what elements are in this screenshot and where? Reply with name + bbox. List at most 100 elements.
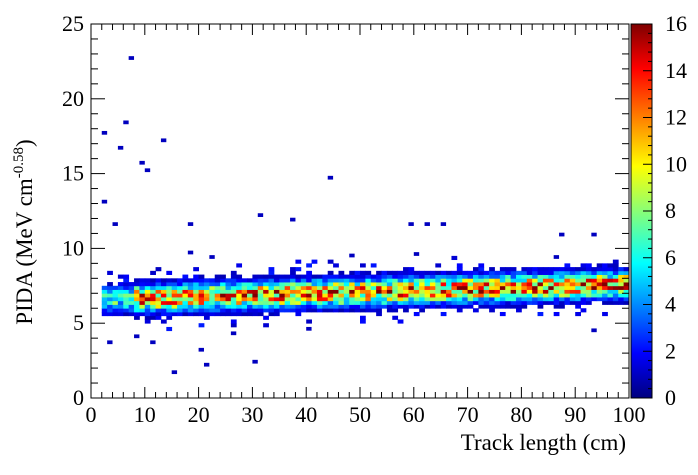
heatmap-bin [521, 282, 528, 287]
heatmap-bin [440, 311, 447, 317]
heatmap-bin [300, 274, 307, 279]
heatmap-bin [564, 263, 571, 268]
heatmap-bin [241, 289, 248, 294]
heatmap-bin [316, 285, 323, 290]
x-tick-label: 50 [349, 402, 371, 427]
heatmap-bin [144, 289, 151, 294]
heatmap-bin [128, 300, 135, 305]
heatmap-bin [160, 289, 167, 294]
heatmap-bin [187, 278, 194, 283]
heatmap-bin [322, 293, 329, 298]
heatmap-bin [193, 293, 199, 298]
heatmap-bin [247, 293, 253, 298]
heatmap-bin [182, 297, 189, 302]
heatmap-bin [532, 293, 538, 298]
heatmap-bin [505, 267, 512, 272]
x-tick-label: 80 [510, 402, 532, 427]
heatmap-bin [392, 304, 399, 309]
heatmap-bin [193, 282, 199, 287]
heatmap-bin [327, 308, 334, 313]
heatmap-bin [408, 300, 415, 305]
heatmap-bin [526, 278, 533, 283]
heatmap-bin [596, 263, 603, 268]
heatmap-bin [478, 297, 485, 302]
heatmap-bin [580, 289, 587, 294]
heatmap-bin [182, 289, 189, 294]
heatmap-bin [413, 304, 420, 309]
heatmap-bin [182, 278, 189, 283]
heatmap-bin [230, 274, 237, 279]
heatmap-bin [585, 300, 592, 305]
heatmap-bin [559, 232, 565, 237]
heatmap-bin [193, 311, 199, 317]
heatmap-bin [386, 308, 393, 313]
heatmap-bin [241, 282, 248, 287]
heatmap-bin [316, 308, 323, 313]
heatmap-bin [241, 304, 248, 309]
heatmap-bin [365, 270, 372, 275]
heatmap-bin [532, 285, 538, 290]
heatmap-bin [144, 308, 151, 313]
heatmap-bin [139, 285, 146, 290]
heatmap-bin [144, 282, 151, 287]
heatmap-bin [510, 282, 517, 287]
heatmap-bin [440, 297, 447, 302]
heatmap-bin [112, 293, 119, 298]
heatmap-bin [236, 293, 243, 298]
heatmap-bin [483, 300, 490, 305]
heatmap-bin [268, 304, 275, 309]
heatmap-bin [618, 293, 625, 298]
heatmap-bin [193, 297, 199, 302]
heatmap-bin [257, 274, 264, 279]
heatmap-bin [220, 308, 226, 313]
heatmap-bin [408, 274, 415, 279]
heatmap-bin [247, 285, 253, 290]
heatmap-bin [612, 293, 619, 298]
heatmap-bin [419, 285, 425, 290]
heatmap-bin [236, 304, 243, 309]
heatmap-bin [268, 289, 275, 294]
heatmap-bin [580, 274, 587, 279]
heatmap-bin [526, 289, 533, 294]
heatmap-bin [478, 270, 485, 275]
heatmap-bin [537, 267, 544, 272]
heatmap-bin [381, 285, 388, 290]
heatmap-bin [596, 289, 603, 294]
x-tick-label: 70 [457, 402, 479, 427]
heatmap-bin [150, 270, 156, 275]
heatmap-bin [203, 362, 210, 367]
heatmap-bin [209, 308, 216, 313]
heatmap-bin [177, 282, 183, 287]
heatmap-bin [381, 304, 388, 309]
heatmap-bin [516, 270, 522, 275]
heatmap-bin [376, 282, 382, 287]
heatmap-bin [623, 270, 630, 275]
heatmap-bin [316, 293, 323, 298]
heatmap-bin [376, 308, 382, 313]
heatmap-bin [559, 293, 565, 298]
heatmap-bin [284, 274, 291, 279]
heatmap-bin [585, 270, 592, 275]
heatmap-bin [618, 274, 625, 279]
heatmap-bin [144, 311, 151, 317]
heatmap-bin [349, 289, 356, 294]
heatmap-bin [354, 282, 361, 287]
heatmap-bin [306, 308, 312, 313]
heatmap-bin [144, 168, 151, 173]
heatmap-bin [591, 328, 597, 333]
heatmap-bin [542, 270, 549, 275]
heatmap-bin [166, 315, 173, 320]
y-tick-label: 15 [62, 161, 84, 186]
heatmap-bin [381, 293, 388, 298]
heatmap-bin [187, 289, 194, 294]
heatmap-bin [580, 308, 587, 313]
heatmap-bin [499, 297, 506, 302]
y-axis-title-main: PIDA (MeV cm [12, 178, 37, 325]
heatmap-bin [478, 293, 485, 298]
heatmap-bin [585, 282, 592, 287]
y-axis-title: PIDA (MeV cm-0.58) [11, 139, 37, 324]
heatmap-bin [128, 282, 135, 287]
heatmap-bin [429, 285, 436, 290]
heatmap-bin [516, 274, 522, 279]
